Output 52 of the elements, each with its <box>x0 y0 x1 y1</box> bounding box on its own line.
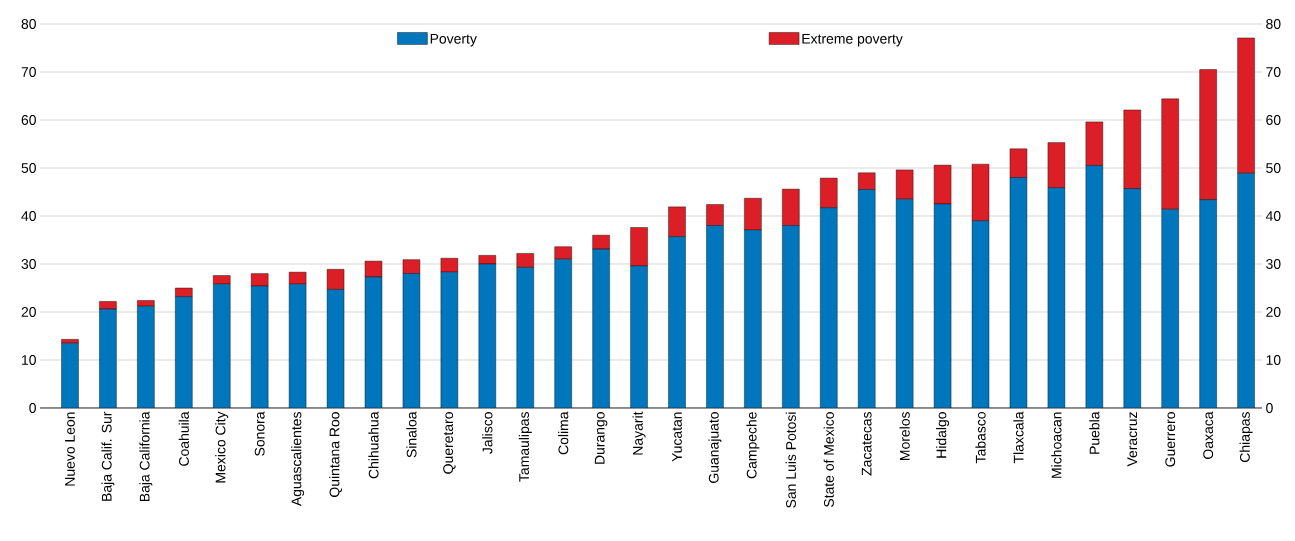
x-tick-label: Tlaxcala <box>1013 411 1024 464</box>
x-tick-label: Yucatan <box>672 412 682 462</box>
y2-tick-label: 10 <box>1266 355 1281 365</box>
x-tick-label: Morelos <box>899 412 910 460</box>
x-tick-label: Chiapas <box>1239 412 1253 462</box>
x-tick-label: Campeche <box>746 412 760 479</box>
x-tick-label: Quintana Roo <box>329 412 342 497</box>
legend-label: Extreme poverty <box>802 33 903 47</box>
x-tick-label: Tamaulipas <box>518 412 532 482</box>
x-tick-label: Mexico City <box>215 411 229 483</box>
y2-tick-label: 30 <box>1266 259 1281 269</box>
x-tick-label: Chihuahua <box>368 411 379 479</box>
x-tick-label: Aguascalientes <box>291 412 305 507</box>
y-tick-label: 0 <box>29 403 36 413</box>
x-tick-label: Sonora <box>254 411 265 456</box>
y2-tick-label: 80 <box>1266 19 1281 29</box>
x-tick-label: Jalisco <box>482 412 493 454</box>
y-tick-label: 20 <box>21 307 36 317</box>
y2-tick-label: 20 <box>1266 307 1281 317</box>
x-tick-label: Oaxaca <box>1203 411 1214 459</box>
x-tick-label: Guanajuato <box>708 412 722 483</box>
x-tick-label: State of Mexico <box>823 412 834 507</box>
x-tick-label: Baja Calif. Sur <box>101 411 115 501</box>
y-tick-label: 10 <box>22 355 36 365</box>
y2-tick-label: 0 <box>1266 403 1273 413</box>
y-tick-label: 60 <box>21 115 36 125</box>
x-tick-label: Michoacan <box>1051 412 1062 478</box>
y2-tick-label: 50 <box>1266 163 1281 173</box>
x-tick-label: Colima <box>558 411 569 455</box>
y-tick-label: 70 <box>21 67 36 77</box>
x-tick-label: Veracruz <box>1127 412 1138 467</box>
y-tick-label: 80 <box>21 19 36 29</box>
y2-tick-label: 40 <box>1265 211 1281 221</box>
x-tick-label: Zacatecas <box>861 412 872 476</box>
x-tick-label: Baja California <box>139 411 153 502</box>
x-tick-label: Queretaro <box>443 412 456 474</box>
x-tick-label: Guerrero <box>1165 412 1176 467</box>
x-tick-label: Nayarit <box>632 411 646 455</box>
y2-tick-label: 70 <box>1266 67 1281 77</box>
x-tick-label: Sinaloa <box>406 411 417 458</box>
y-tick-label: 40 <box>21 211 36 221</box>
x-tick-label: Puebla <box>1089 411 1100 454</box>
legend-label: Poverty <box>430 33 477 47</box>
x-tick-label: Hidalgo <box>936 412 950 458</box>
x-tick-label: Nuevo Leon <box>65 412 75 486</box>
x-tick-label: Coahuila <box>178 411 189 466</box>
y-tick-label: 50 <box>21 163 36 173</box>
y2-tick-label: 60 <box>1266 115 1281 125</box>
y-tick-label: 30 <box>21 259 36 269</box>
x-tick-label: Durango <box>594 412 608 464</box>
x-tick-label: San Luis Potosi <box>785 412 796 508</box>
x-tick-label: Tabasco <box>975 412 986 464</box>
